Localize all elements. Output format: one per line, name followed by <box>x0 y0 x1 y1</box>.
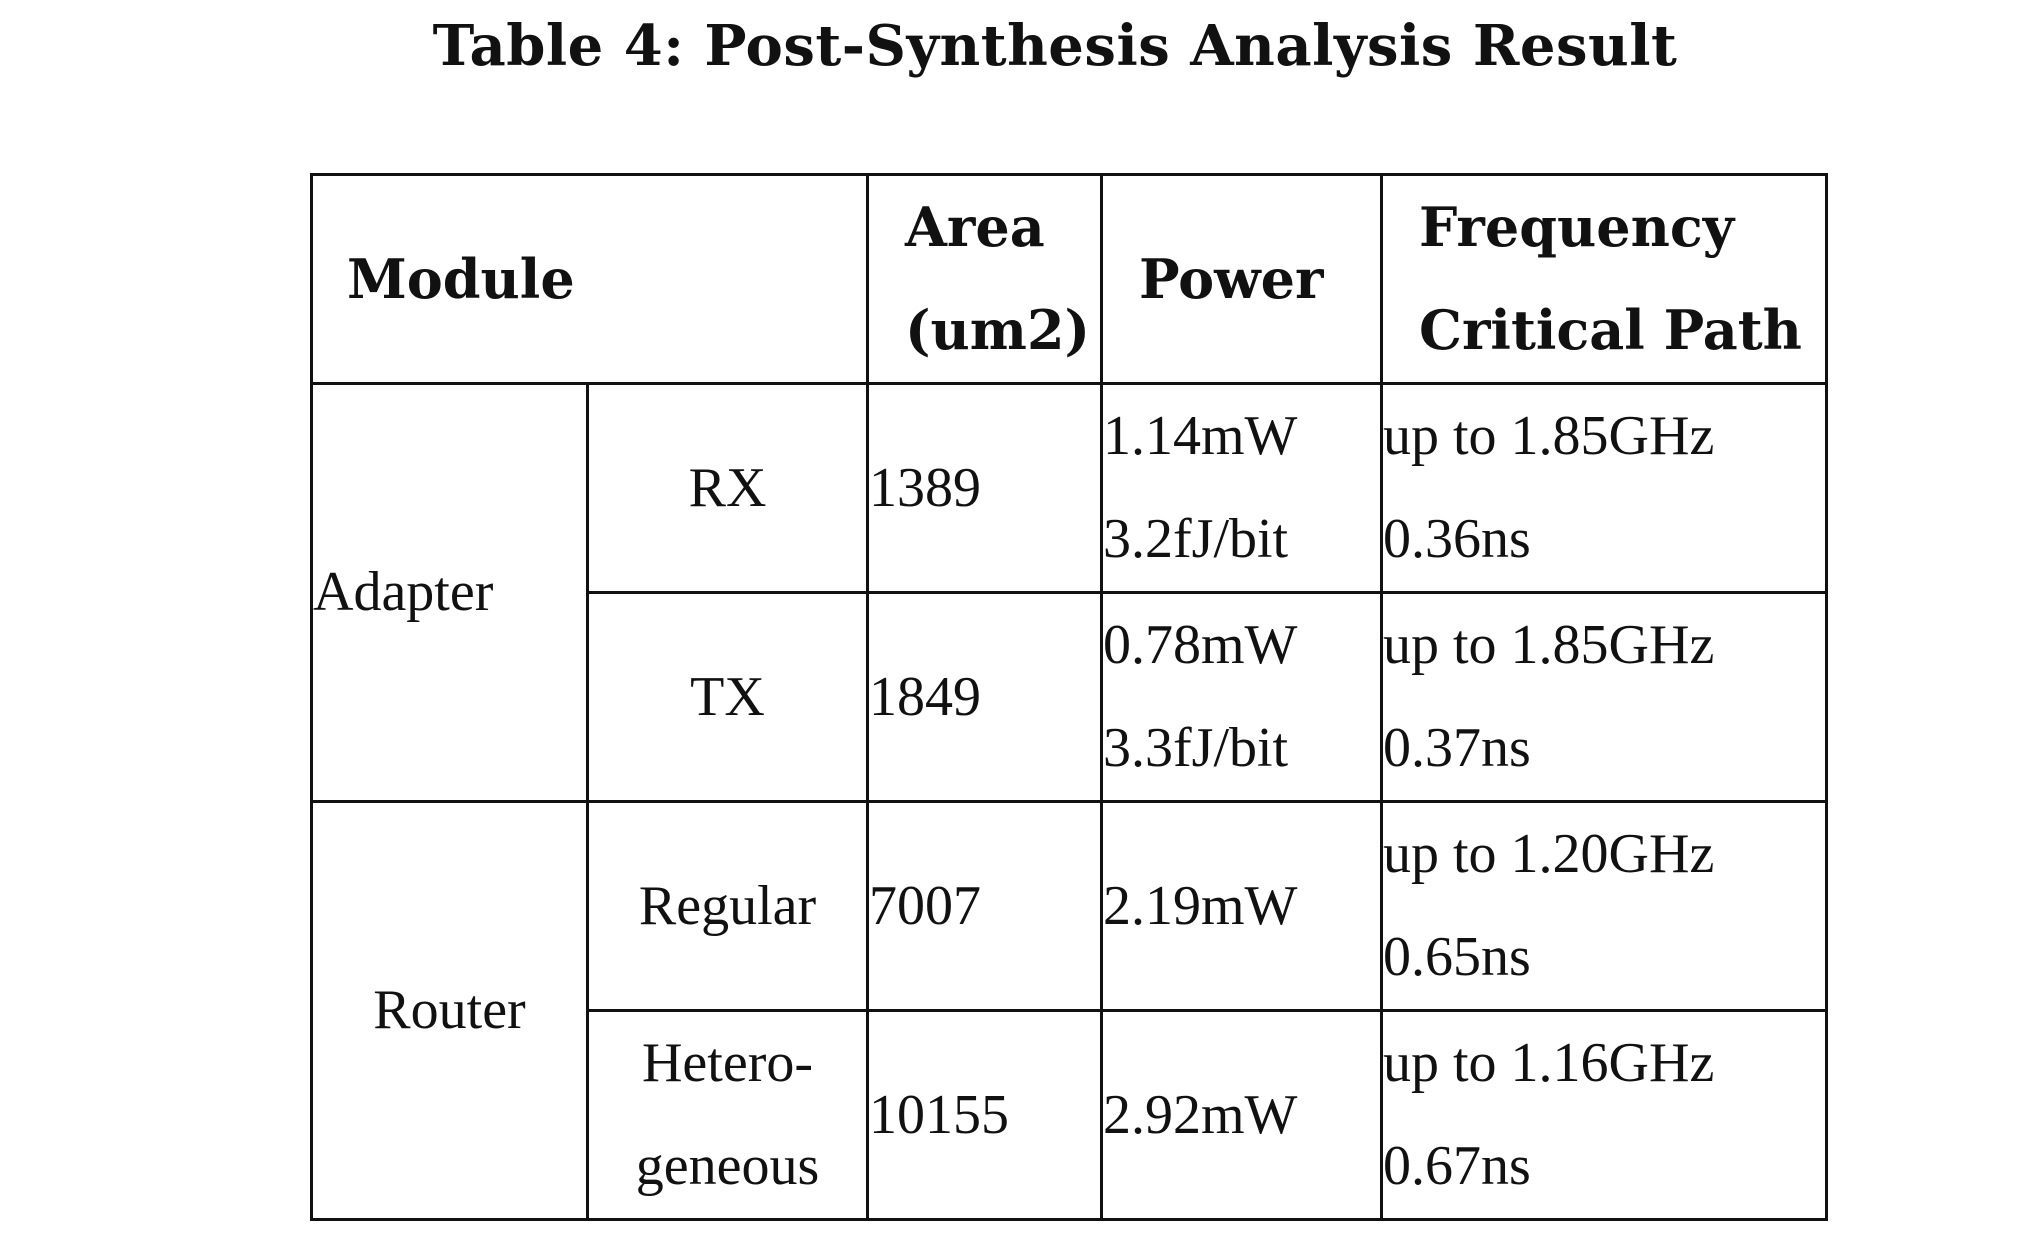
header-area: Area (um2) <box>866 173 1103 385</box>
group-router: Router <box>310 800 589 1221</box>
table-row: Hetero- geneous 10155 2.92mW up to 1.16G… <box>312 1009 1828 1221</box>
area-value: 1389 <box>869 456 981 519</box>
header-row: Module Area (um2) Power Frequency Critic… <box>310 173 1828 385</box>
header-area-line1: Area <box>905 195 1045 259</box>
row-sub-module: TX <box>586 591 869 803</box>
row-frequency: up to 1.85GHz 0.36ns <box>1380 382 1828 594</box>
table-row: Router Regular 7007 2.19mW up to 1.20GHz… <box>310 800 1828 1221</box>
header-power: Power <box>1100 173 1383 385</box>
table-row: TX 1849 0.78mW 3.3fJ/bit up to 1.85GHz 0… <box>312 591 1828 803</box>
area-value: 7007 <box>869 874 981 937</box>
power-value: 2.19mW <box>1103 874 1298 937</box>
row-frequency: up to 1.16GHz 0.67ns <box>1380 1009 1828 1221</box>
power-value: 0.78mW <box>1103 614 1298 676</box>
row-area: 10155 <box>866 1009 1103 1221</box>
row-power: 0.78mW 3.3fJ/bit <box>1100 591 1383 803</box>
sub-module-label: RX <box>688 456 767 519</box>
frequency-value: up to 1.20GHz <box>1383 823 1715 885</box>
header-frequency: Frequency Critical Path <box>1380 173 1828 385</box>
sub-module-label: Hetero- <box>641 1032 813 1094</box>
sub-module-label: TX <box>690 665 765 728</box>
row-area: 1389 <box>866 382 1103 594</box>
row-sub-module: Hetero- geneous <box>586 1009 869 1221</box>
table-caption: Table 4: Post-Synthesis Analysis Result <box>432 13 1678 79</box>
critical-path-value: 0.67ns <box>1383 1135 1531 1197</box>
row-sub-module: RX <box>586 382 869 594</box>
sub-module-label-line2: geneous <box>635 1135 820 1197</box>
results-table: Module Area (um2) Power Frequency Critic… <box>310 173 1828 1221</box>
row-area: 7007 <box>866 800 1103 1012</box>
header-frequency-line1: Frequency <box>1419 195 1735 259</box>
power-value: 1.14mW <box>1103 405 1298 467</box>
group-router-label: Router <box>373 979 526 1041</box>
frequency-value: up to 1.85GHz <box>1383 614 1715 676</box>
header-power-label: Power <box>1139 246 1324 311</box>
header-module-label: Module <box>347 246 575 311</box>
energy-per-bit-value: 3.3fJ/bit <box>1103 717 1289 779</box>
row-power: 2.92mW <box>1100 1009 1383 1221</box>
table-row: Adapter RX 1389 1.14mW 3.2fJ/bit up to 1… <box>310 382 1828 803</box>
area-value: 10155 <box>869 1083 1009 1146</box>
group-adapter-label: Adapter <box>313 561 494 623</box>
row-frequency: up to 1.20GHz 0.65ns <box>1380 800 1828 1012</box>
row-power: 2.19mW <box>1100 800 1383 1012</box>
energy-per-bit-value: 3.2fJ/bit <box>1103 508 1289 570</box>
frequency-value: up to 1.85GHz <box>1383 405 1715 467</box>
row-area: 1849 <box>866 591 1103 803</box>
row-power: 1.14mW 3.2fJ/bit <box>1100 382 1383 594</box>
row-sub-module: Regular <box>586 800 869 1012</box>
critical-path-value: 0.65ns <box>1383 926 1531 988</box>
group-adapter: Adapter <box>310 382 589 803</box>
row-frequency: up to 1.85GHz 0.37ns <box>1380 591 1828 803</box>
critical-path-value: 0.37ns <box>1383 717 1531 779</box>
header-module: Module <box>310 173 869 385</box>
frequency-value: up to 1.16GHz <box>1383 1032 1715 1094</box>
sub-module-label: Regular <box>638 874 817 937</box>
area-value: 1849 <box>869 665 981 728</box>
header-frequency-line2: Critical Path <box>1419 298 1802 362</box>
header-area-line2: (um2) <box>905 298 1091 362</box>
critical-path-value: 0.36ns <box>1383 508 1531 570</box>
power-value: 2.92mW <box>1103 1083 1298 1146</box>
